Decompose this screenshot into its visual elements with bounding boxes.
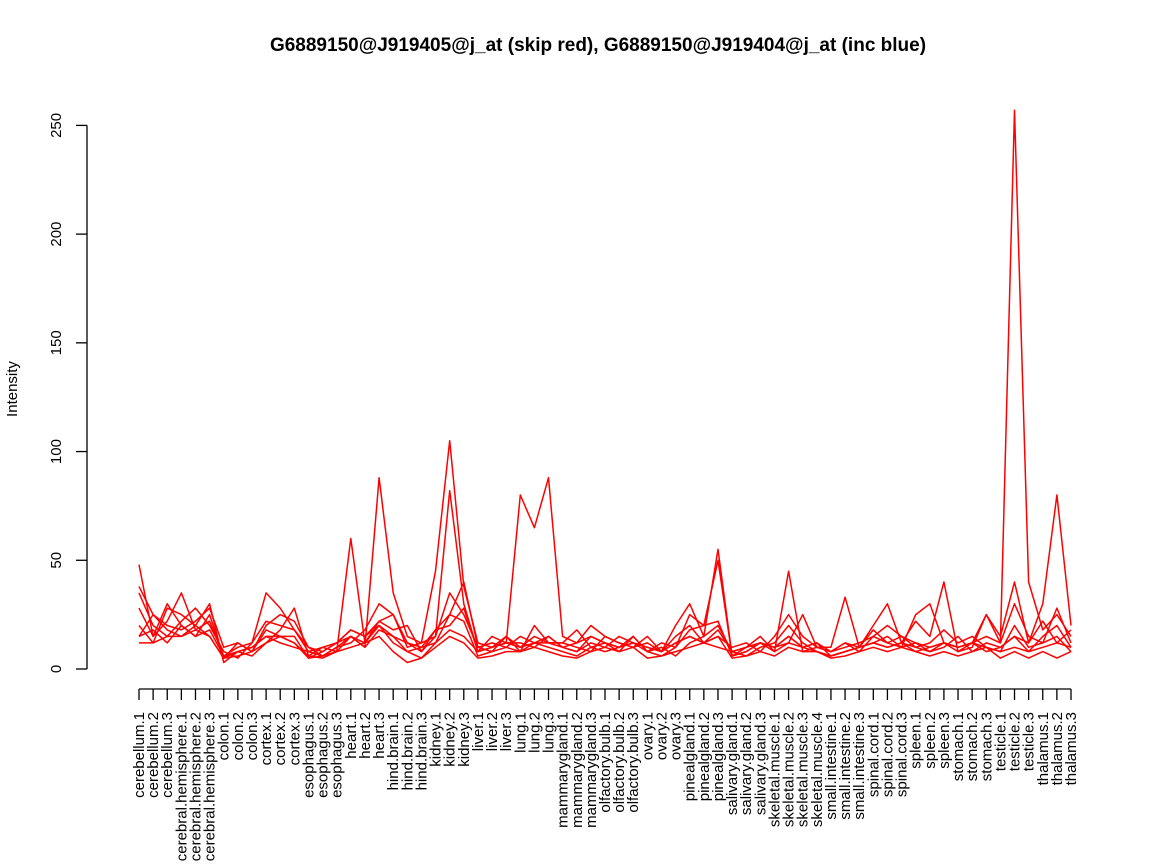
x-tick-label: small.intestine.3 xyxy=(851,712,868,820)
y-axis: 0 50 100 150 200 250 xyxy=(48,113,88,673)
x-tick-label: salivary.gland.1 xyxy=(724,712,741,815)
x-tick-label: spleen.3 xyxy=(936,712,953,769)
x-tick-label: cerebral.hemisphere.3 xyxy=(202,712,219,861)
x-tick-label: olfactory.bulb.3 xyxy=(625,712,642,813)
y-tick-label: 200 xyxy=(48,222,65,247)
x-tick-label: cerebral.hemisphere.1 xyxy=(173,712,190,861)
x-tick-label: mammarygland.2 xyxy=(569,712,586,828)
x-tick-label: stomach.3 xyxy=(978,712,995,781)
y-tick-label: 150 xyxy=(48,330,65,355)
x-tick-label: liver.1 xyxy=(470,712,487,751)
x-tick-label: skeletal.muscle.1 xyxy=(766,712,783,827)
x-tick-label: heart.2 xyxy=(357,712,374,759)
x-tick-label: cerebellum.2 xyxy=(145,712,162,798)
x-tick-label: stomach.2 xyxy=(964,712,981,781)
x-tick-label: cortex.1 xyxy=(258,712,275,765)
x-tick-label: heart.3 xyxy=(371,712,388,759)
x-tick-label: cortex.2 xyxy=(272,712,289,765)
x-tick-label: small.intestine.1 xyxy=(823,712,840,820)
x-tick-label: cerebellum.1 xyxy=(131,712,148,798)
x-tick-label: skeletal.muscle.4 xyxy=(809,712,826,827)
x-tick-label: spinal.cord.2 xyxy=(879,712,896,797)
y-tick-label: 50 xyxy=(48,552,65,569)
x-tick-label: ovary.3 xyxy=(668,712,685,760)
series-line-skip xyxy=(138,109,1072,653)
series-line-skip xyxy=(138,592,1072,659)
x-tick-label: colon.2 xyxy=(230,712,247,760)
x-tick-label: liver.2 xyxy=(484,712,501,751)
x-tick-label: skeletal.muscle.3 xyxy=(795,712,812,827)
y-axis-label: Intensity xyxy=(4,361,21,417)
series-line-skip xyxy=(138,439,1072,657)
x-tick-label: hind.brain.3 xyxy=(413,712,430,790)
series-layer xyxy=(138,109,1072,664)
x-tick-label: spinal.cord.1 xyxy=(865,712,882,797)
x-tick-label: testicle.2 xyxy=(1007,712,1024,771)
x-tick-label: ovary.1 xyxy=(639,712,656,760)
x-tick-label: colon.1 xyxy=(216,712,233,760)
x-tick-label: liver.3 xyxy=(498,712,515,751)
x-tick-label: salivary.gland.2 xyxy=(738,712,755,815)
chart-title: G6889150@J919405@j_at (skip red), G68891… xyxy=(270,35,926,56)
x-tick-label: lung.3 xyxy=(541,712,558,753)
x-tick-label: testicle.3 xyxy=(1021,712,1038,771)
x-tick-label: mammarygland.3 xyxy=(583,712,600,828)
x-tick-label: pinealgland.3 xyxy=(710,712,727,801)
y-tick-label: 250 xyxy=(48,113,65,138)
y-tick-label: 100 xyxy=(48,439,65,464)
x-tick-label: hind.brain.1 xyxy=(385,712,402,790)
x-tick-label: kidney.1 xyxy=(428,712,445,767)
x-tick-label: pinealgland.2 xyxy=(696,712,713,801)
x-tick-label: kidney.2 xyxy=(442,712,459,767)
x-tick-label: spleen.1 xyxy=(908,712,925,769)
x-tick-label: thalamus.1 xyxy=(1035,712,1052,785)
x-tick-label: small.intestine.2 xyxy=(837,712,854,820)
x-tick-label: esophagus.1 xyxy=(300,712,317,798)
x-tick-label: kidney.3 xyxy=(456,712,473,767)
x-axis: cerebellum.1cerebellum.2cerebellum.3cere… xyxy=(131,688,1080,861)
x-tick-label: spinal.cord.3 xyxy=(894,712,911,797)
x-tick-label: cerebral.hemisphere.2 xyxy=(187,712,204,861)
x-tick-label: lung.1 xyxy=(512,712,529,753)
x-tick-label: cerebellum.3 xyxy=(159,712,176,798)
y-tick-label: 0 xyxy=(48,665,65,673)
x-tick-label: stomach.1 xyxy=(950,712,967,781)
x-tick-label: cortex.3 xyxy=(286,712,303,765)
x-tick-label: lung.2 xyxy=(526,712,543,753)
x-tick-label: thalamus.2 xyxy=(1049,712,1066,785)
x-tick-label: pinealgland.1 xyxy=(682,712,699,801)
series-line-skip xyxy=(138,624,1072,657)
x-tick-label: mammarygland.1 xyxy=(555,712,572,828)
x-tick-label: colon.3 xyxy=(244,712,261,760)
x-tick-label: olfactory.bulb.1 xyxy=(597,712,614,813)
x-tick-label: esophagus.3 xyxy=(329,712,346,798)
x-tick-label: thalamus.3 xyxy=(1063,712,1080,785)
x-tick-label: salivary.gland.3 xyxy=(752,712,769,815)
x-tick-label: esophagus.2 xyxy=(315,712,332,798)
series-line-skip xyxy=(139,629,1072,664)
x-tick-label: heart.1 xyxy=(343,712,360,759)
x-tick-label: spleen.2 xyxy=(922,712,939,769)
x-tick-label: skeletal.muscle.2 xyxy=(781,712,798,827)
x-tick-label: olfactory.bulb.2 xyxy=(611,712,628,813)
x-tick-label: testicle.1 xyxy=(992,712,1009,771)
x-tick-label: ovary.2 xyxy=(653,712,670,760)
x-tick-label: hind.brain.2 xyxy=(399,712,416,790)
